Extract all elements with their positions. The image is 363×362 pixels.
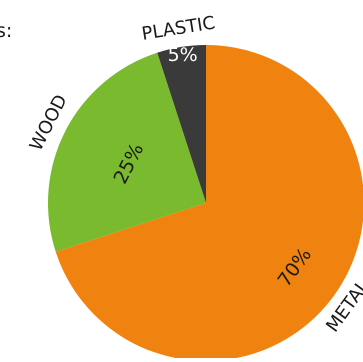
pie-slice-plastic — [157, 44, 206, 203]
value-label-plastic: 5% — [168, 44, 198, 66]
pie-slice-wood — [47, 52, 206, 252]
pie-slices — [47, 44, 363, 361]
pie-slice-metal — [55, 45, 363, 361]
category-label-plastic: PLASTIC — [140, 13, 216, 45]
chart-title-fragment: s: — [0, 20, 12, 42]
